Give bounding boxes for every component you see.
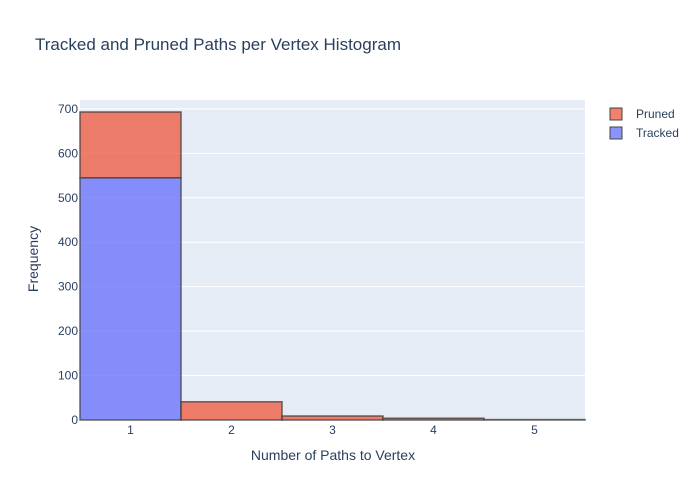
legend-swatch-tracked bbox=[609, 126, 623, 140]
x-tick-label: 1 bbox=[127, 423, 134, 437]
bar-tracked-1 bbox=[79, 177, 182, 421]
x-tick-label: 3 bbox=[329, 423, 336, 437]
y-tick-label: 400 bbox=[58, 235, 78, 249]
x-tick-label: 4 bbox=[430, 423, 437, 437]
y-tick-label: 0 bbox=[71, 413, 78, 427]
legend-label-pruned: Pruned bbox=[636, 107, 675, 121]
x-tick-label: 2 bbox=[228, 423, 235, 437]
chart-title: Tracked and Pruned Paths per Vertex Hist… bbox=[35, 35, 401, 54]
y-tick-label: 700 bbox=[58, 102, 78, 116]
bar-pruned-4 bbox=[382, 417, 485, 421]
y-tick-label: 500 bbox=[58, 191, 78, 205]
x-tick-label: 5 bbox=[531, 423, 538, 437]
legend-swatch-pruned bbox=[609, 107, 623, 121]
bar-pruned-1 bbox=[79, 111, 182, 179]
y-tick-label: 600 bbox=[58, 146, 78, 160]
y-tick-label: 300 bbox=[58, 280, 78, 294]
y-axis-title: Frequency bbox=[25, 226, 41, 292]
y-tick-label: 200 bbox=[58, 324, 78, 338]
legend: Pruned Tracked bbox=[609, 107, 679, 140]
y-tick-label: 100 bbox=[58, 369, 78, 383]
x-axis-ticks: 1 2 3 4 5 bbox=[127, 423, 538, 437]
x-axis-title: Number of Paths to Vertex bbox=[251, 447, 415, 463]
legend-label-tracked: Tracked bbox=[636, 126, 679, 140]
y-axis-ticks: 0 100 200 300 400 500 600 700 bbox=[58, 102, 78, 427]
bars bbox=[79, 111, 586, 421]
bar-pruned-2 bbox=[180, 401, 283, 421]
bar-pruned-3 bbox=[281, 415, 384, 421]
